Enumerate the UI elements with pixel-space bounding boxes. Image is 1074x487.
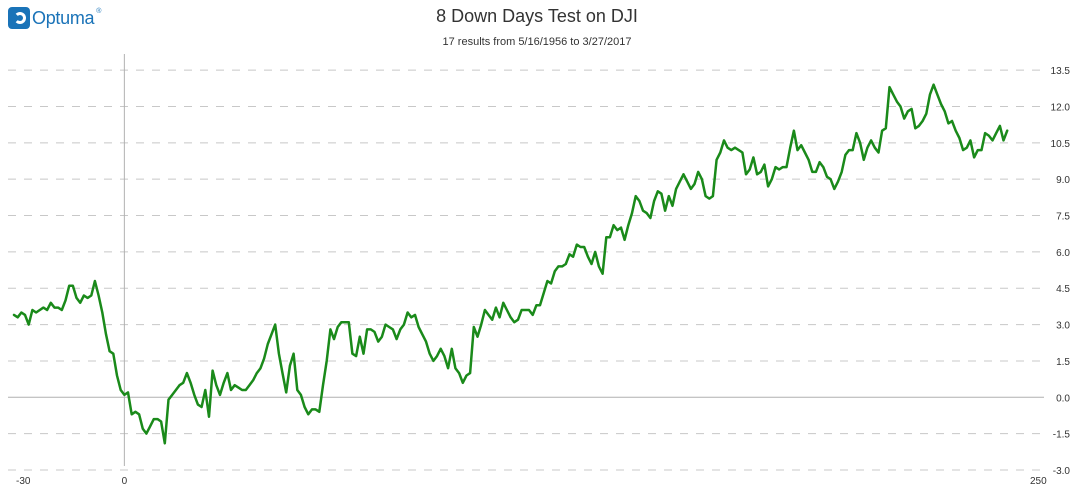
x-axis-tick-labels: -30 0 250 (16, 476, 1047, 487)
y-tick-label: 0.0 (1056, 393, 1070, 404)
y-tick-label: 1.5 (1056, 357, 1070, 368)
x-tick-label: 250 (1030, 476, 1047, 487)
x-tick-label: 0 (122, 476, 128, 487)
grid-lines (8, 69, 1044, 471)
zero-baselines (8, 54, 1044, 466)
series-layer (12, 83, 1009, 445)
y-axis-tick-labels: 13.5 12.0 10.5 9.0 7.5 6.0 4.5 3.0 1.5 0.0 -1.5 -3.… (1051, 66, 1071, 477)
chart-subtitle: 17 results from 5/16/1956 to 3/27/2017 (442, 36, 632, 48)
x-tick-label: -30 (16, 476, 31, 487)
y-tick-label: 10.5 (1051, 139, 1071, 150)
logo-registered-mark: ® (96, 8, 102, 15)
y-tick-label: 6.0 (1056, 248, 1070, 259)
chart-title: 8 Down Days Test on DJI (436, 6, 638, 26)
series-line (12, 83, 1009, 445)
y-tick-label: 12.0 (1051, 102, 1071, 113)
y-tick-label: 9.0 (1056, 175, 1070, 186)
logo-text: Optuma (32, 7, 95, 28)
y-tick-label: 7.5 (1056, 212, 1070, 223)
y-tick-label: 3.0 (1056, 321, 1070, 332)
optuma-logo: Optuma ® (8, 6, 101, 30)
y-tick-label: 4.5 (1056, 284, 1070, 295)
y-tick-label: 13.5 (1051, 66, 1071, 77)
optuma-logo-icon (8, 7, 30, 29)
y-tick-label: -1.5 (1053, 430, 1071, 441)
y-tick-label: -3.0 (1053, 466, 1071, 477)
